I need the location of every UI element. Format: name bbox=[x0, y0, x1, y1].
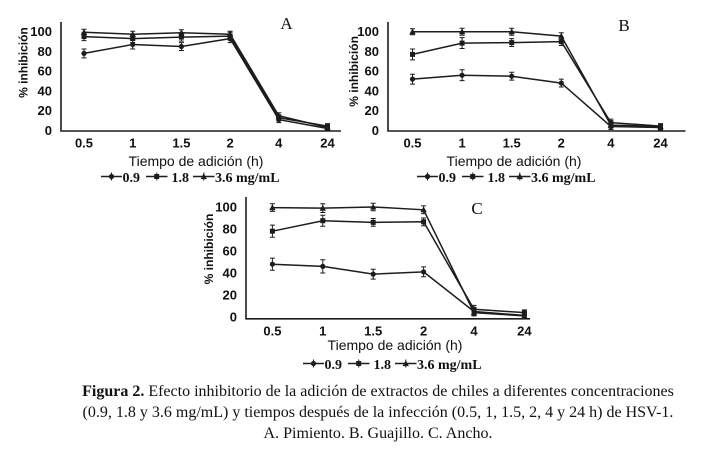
svg-text:B: B bbox=[618, 16, 629, 35]
svg-text:1.8: 1.8 bbox=[488, 171, 506, 186]
svg-text:C: C bbox=[471, 199, 482, 218]
svg-text:1: 1 bbox=[129, 136, 136, 151]
svg-text:60: 60 bbox=[223, 244, 237, 259]
svg-text:2: 2 bbox=[420, 323, 427, 338]
svg-text:1: 1 bbox=[319, 323, 326, 338]
svg-text:4: 4 bbox=[275, 136, 283, 151]
svg-text:% inhibición: % inhibición bbox=[17, 27, 31, 98]
svg-text:% inhibición: % inhibición bbox=[347, 36, 361, 107]
svg-text:mg/mL: mg/mL bbox=[236, 171, 280, 186]
svg-text:40: 40 bbox=[365, 84, 379, 99]
svg-text:% inhibición: % inhibición bbox=[202, 214, 216, 285]
svg-text:0: 0 bbox=[45, 123, 52, 138]
svg-text:0.9: 0.9 bbox=[123, 171, 141, 186]
svg-text:1: 1 bbox=[458, 136, 465, 151]
svg-text:100: 100 bbox=[357, 24, 379, 39]
svg-text:0.5: 0.5 bbox=[75, 136, 93, 151]
svg-text:A: A bbox=[280, 14, 293, 33]
svg-text:80: 80 bbox=[223, 222, 237, 237]
svg-text:0.5: 0.5 bbox=[403, 136, 421, 151]
svg-text:80: 80 bbox=[38, 44, 52, 59]
svg-text:24: 24 bbox=[320, 136, 335, 151]
svg-text:100: 100 bbox=[215, 200, 237, 215]
svg-text:20: 20 bbox=[223, 288, 237, 303]
svg-text:1.8: 1.8 bbox=[374, 358, 392, 373]
svg-text:2: 2 bbox=[558, 136, 565, 151]
svg-text:0.9: 0.9 bbox=[439, 171, 457, 186]
svg-text:1.5: 1.5 bbox=[364, 323, 382, 338]
svg-text:24: 24 bbox=[653, 136, 668, 151]
svg-text:0.9: 0.9 bbox=[325, 358, 343, 373]
svg-text:0: 0 bbox=[372, 123, 379, 138]
svg-text:40: 40 bbox=[38, 84, 52, 99]
svg-text:80: 80 bbox=[365, 44, 379, 59]
svg-text:20: 20 bbox=[38, 103, 52, 118]
svg-text:60: 60 bbox=[38, 64, 52, 79]
svg-text:3.6: 3.6 bbox=[417, 358, 435, 373]
svg-text:3.6: 3.6 bbox=[531, 171, 549, 186]
svg-text:1.8: 1.8 bbox=[172, 171, 190, 186]
svg-text:2: 2 bbox=[226, 136, 233, 151]
svg-text:1.5: 1.5 bbox=[172, 136, 190, 151]
svg-text:40: 40 bbox=[223, 266, 237, 281]
svg-text:100: 100 bbox=[30, 24, 52, 39]
svg-text:0: 0 bbox=[230, 310, 237, 325]
svg-text:mg/mL: mg/mL bbox=[552, 171, 596, 186]
svg-text:0.5: 0.5 bbox=[263, 323, 281, 338]
svg-text:20: 20 bbox=[365, 103, 379, 118]
svg-text:Tiempo de adición (h): Tiempo de adición (h) bbox=[328, 337, 463, 353]
svg-text:1.5: 1.5 bbox=[503, 136, 521, 151]
svg-text:24: 24 bbox=[517, 323, 532, 338]
svg-text:4: 4 bbox=[470, 323, 478, 338]
svg-text:4: 4 bbox=[607, 136, 615, 151]
svg-text:Tiempo de adición (h): Tiempo de adición (h) bbox=[447, 153, 582, 169]
svg-text:3.6: 3.6 bbox=[215, 171, 233, 186]
svg-text:Tiempo de adición (h): Tiempo de adición (h) bbox=[129, 153, 264, 169]
svg-text:mg/mL: mg/mL bbox=[438, 358, 482, 373]
svg-text:60: 60 bbox=[365, 64, 379, 79]
